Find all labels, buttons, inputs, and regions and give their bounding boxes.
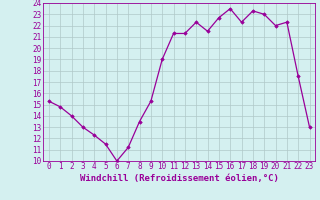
X-axis label: Windchill (Refroidissement éolien,°C): Windchill (Refroidissement éolien,°C) [80,174,279,183]
